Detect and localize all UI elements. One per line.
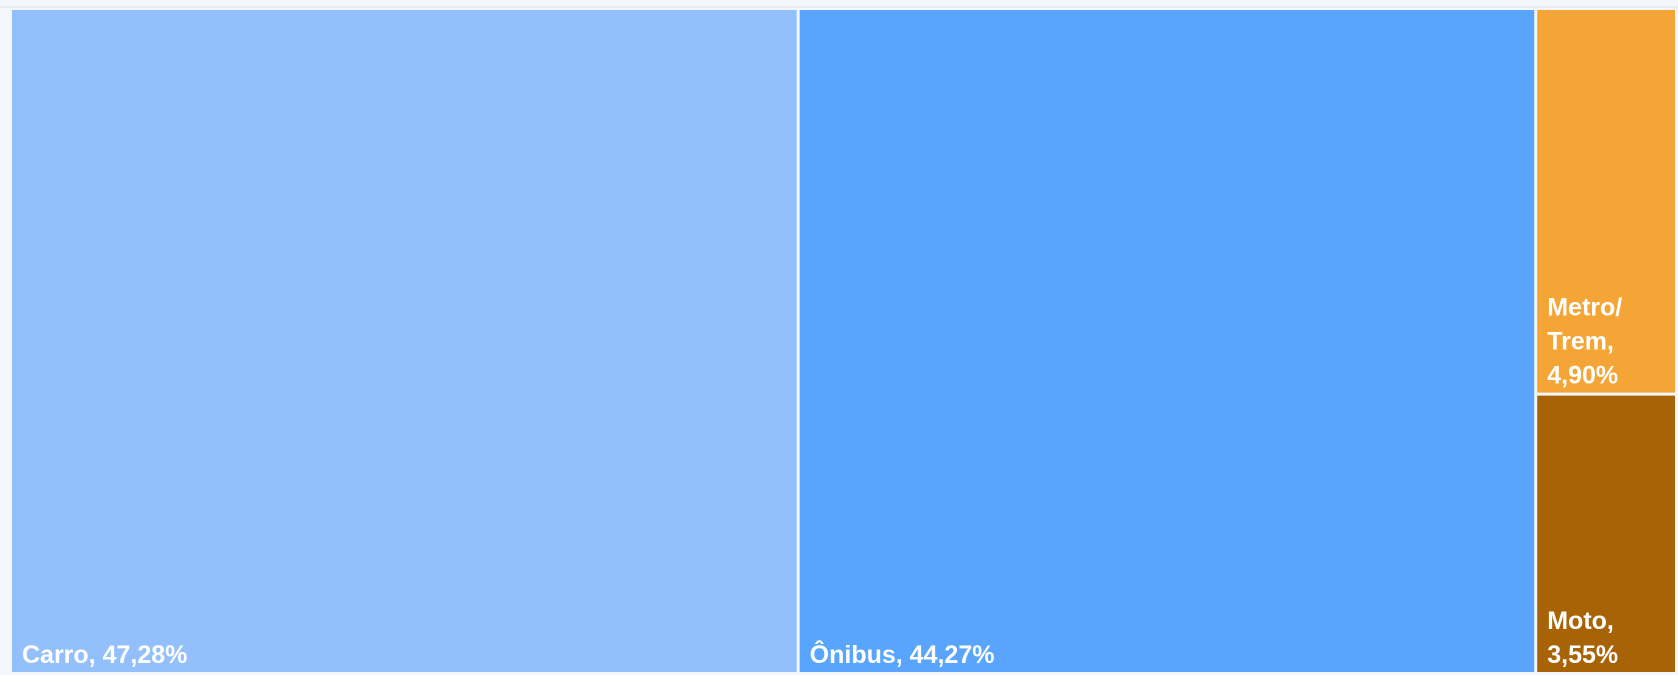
tile bbox=[12, 10, 797, 672]
tile bbox=[799, 10, 1535, 672]
label-line: Trem, bbox=[1547, 328, 1614, 356]
label-line: 3,55% bbox=[1547, 641, 1618, 669]
label-line: 4,90% bbox=[1547, 362, 1618, 390]
tile-label: Ônibus, 44,27% bbox=[810, 639, 995, 669]
tile bbox=[1537, 395, 1675, 672]
tile-label: Moto, 3,55% bbox=[1547, 607, 1618, 669]
label-line: Moto, bbox=[1547, 607, 1614, 635]
label-line: Metro/ bbox=[1547, 294, 1622, 322]
tile-label: Metro/Trem, 4,90% bbox=[1547, 294, 1622, 390]
tile-label: Carro, 47,28% bbox=[22, 641, 187, 669]
tile bbox=[1537, 10, 1675, 393]
